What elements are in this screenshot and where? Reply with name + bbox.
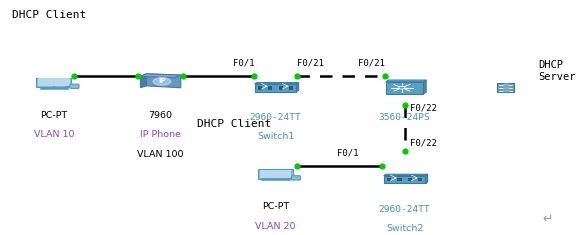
Circle shape — [503, 90, 510, 92]
Polygon shape — [254, 82, 299, 84]
Circle shape — [153, 78, 171, 85]
Text: 3560-24PS: 3560-24PS — [379, 113, 431, 122]
FancyBboxPatch shape — [258, 86, 262, 90]
FancyBboxPatch shape — [497, 83, 514, 92]
Text: Switch1: Switch1 — [257, 133, 295, 141]
FancyBboxPatch shape — [70, 84, 79, 88]
Circle shape — [503, 86, 510, 89]
Text: PC-PT: PC-PT — [40, 111, 67, 120]
Text: DHCP Client: DHCP Client — [197, 119, 271, 129]
Text: VLAN 10: VLAN 10 — [34, 130, 74, 139]
FancyBboxPatch shape — [397, 178, 401, 181]
Text: IP Phone: IP Phone — [140, 130, 181, 139]
FancyBboxPatch shape — [279, 86, 283, 90]
FancyBboxPatch shape — [38, 78, 70, 86]
FancyBboxPatch shape — [292, 176, 301, 180]
Polygon shape — [424, 80, 426, 94]
FancyBboxPatch shape — [386, 82, 424, 94]
Circle shape — [399, 86, 405, 89]
FancyBboxPatch shape — [260, 170, 291, 178]
Text: ↵: ↵ — [543, 212, 553, 225]
Circle shape — [503, 83, 510, 86]
Text: F0/1: F0/1 — [337, 149, 358, 158]
FancyBboxPatch shape — [289, 86, 293, 90]
Polygon shape — [425, 174, 428, 183]
Text: DHCP Client: DHCP Client — [12, 10, 86, 20]
Polygon shape — [141, 74, 181, 78]
Text: PC-PT: PC-PT — [262, 202, 289, 211]
FancyBboxPatch shape — [254, 84, 296, 92]
Text: F0/21: F0/21 — [297, 58, 324, 67]
Polygon shape — [386, 80, 426, 82]
FancyBboxPatch shape — [268, 86, 272, 90]
Text: IP: IP — [158, 78, 166, 84]
Text: 2960-24TT: 2960-24TT — [250, 113, 302, 122]
Text: F0/22: F0/22 — [410, 104, 437, 113]
Text: DHCP
Server: DHCP Server — [538, 60, 576, 82]
Text: 7960: 7960 — [149, 111, 173, 120]
Text: F0/21: F0/21 — [358, 58, 385, 67]
Polygon shape — [384, 174, 428, 176]
FancyBboxPatch shape — [418, 178, 422, 181]
Text: 2960-24TT: 2960-24TT — [379, 205, 431, 214]
Text: F0/22: F0/22 — [410, 138, 437, 147]
Text: Switch2: Switch2 — [386, 224, 424, 233]
Text: F0/1: F0/1 — [234, 58, 255, 67]
FancyBboxPatch shape — [37, 78, 71, 87]
Polygon shape — [141, 74, 146, 88]
FancyBboxPatch shape — [384, 176, 425, 183]
Text: VLAN 100: VLAN 100 — [137, 150, 184, 159]
FancyBboxPatch shape — [387, 178, 391, 181]
Polygon shape — [146, 74, 181, 88]
FancyBboxPatch shape — [408, 178, 412, 181]
Polygon shape — [296, 82, 299, 92]
FancyBboxPatch shape — [258, 169, 293, 179]
Text: VLAN 20: VLAN 20 — [255, 222, 296, 231]
